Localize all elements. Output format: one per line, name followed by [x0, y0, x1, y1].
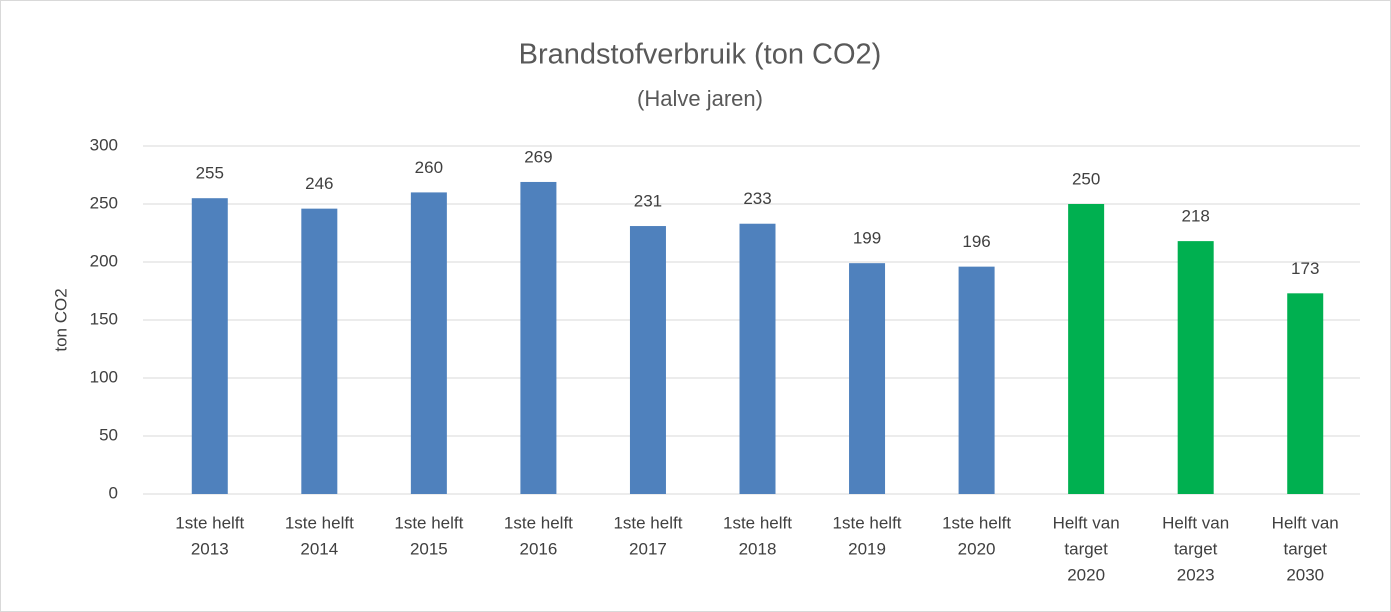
data-label: 260 [415, 158, 443, 177]
data-label: 199 [853, 229, 881, 248]
x-tick-label: 1ste helft [833, 513, 902, 532]
y-tick-label: 200 [90, 251, 118, 270]
x-tick-label: 2013 [191, 539, 229, 558]
data-label: 233 [743, 189, 771, 208]
data-label: 246 [305, 174, 333, 193]
x-tick-label: target [1174, 539, 1218, 558]
data-label: 255 [196, 164, 224, 183]
bar [1287, 293, 1324, 494]
y-tick-label: 50 [99, 425, 118, 444]
bar [191, 198, 228, 494]
x-tick-label: 2020 [1067, 565, 1105, 584]
x-tick-label: 1ste helft [175, 513, 244, 532]
bar [520, 181, 557, 494]
x-tick-label: 2030 [1286, 565, 1324, 584]
bar [739, 223, 776, 494]
x-tick-label: 1ste helft [942, 513, 1011, 532]
x-tick-label: Helft van [1272, 513, 1339, 532]
x-tick-label: Helft van [1162, 513, 1229, 532]
bar [1177, 241, 1214, 494]
data-label: 218 [1181, 207, 1209, 226]
x-tick-label: 2023 [1177, 565, 1215, 584]
y-tick-label: 0 [109, 483, 118, 502]
data-label: 173 [1291, 259, 1319, 278]
bar [1068, 204, 1105, 494]
x-tick-label: target [1283, 539, 1327, 558]
bar [629, 226, 666, 495]
y-tick-label: 250 [90, 193, 118, 212]
y-tick-label: 100 [90, 367, 118, 386]
x-tick-label: 1ste helft [504, 513, 573, 532]
y-axis-label: ton CO2 [51, 288, 70, 351]
chart-subtitle: (Halve jaren) [637, 86, 763, 111]
data-label: 231 [634, 192, 662, 211]
x-tick-label: 2017 [629, 539, 667, 558]
data-label: 269 [524, 147, 552, 166]
bar [849, 263, 886, 494]
x-tick-label: 2016 [519, 539, 557, 558]
x-tick-label: 1ste helft [285, 513, 354, 532]
x-tick-label: Helft van [1053, 513, 1120, 532]
bar [958, 266, 995, 494]
data-label: 250 [1072, 169, 1100, 188]
x-tick-label: 1ste helft [723, 513, 792, 532]
y-tick-label: 300 [90, 135, 118, 154]
x-tick-label: 2020 [958, 539, 996, 558]
chart-title: Brandstofverbruik (ton CO2) [519, 39, 882, 71]
bar [410, 192, 447, 494]
x-tick-label: target [1064, 539, 1108, 558]
data-label: 196 [962, 232, 990, 251]
x-tick-label: 2015 [410, 539, 448, 558]
x-tick-label: 1ste helft [394, 513, 463, 532]
bar [301, 208, 338, 494]
x-tick-label: 2018 [739, 539, 777, 558]
x-tick-label: 1ste helft [613, 513, 682, 532]
x-tick-label: 2019 [848, 539, 886, 558]
x-tick-label: 2014 [300, 539, 338, 558]
y-tick-label: 150 [90, 309, 118, 328]
